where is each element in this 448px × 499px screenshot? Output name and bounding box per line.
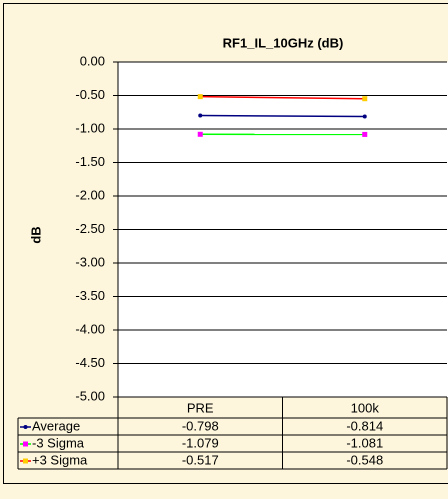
legend-label: Average [32, 418, 80, 433]
marker [23, 442, 28, 447]
y-tick-label: -3.00 [75, 254, 105, 269]
marker [363, 115, 367, 119]
legend-label: -3 Sigma [32, 435, 85, 450]
marker [198, 94, 203, 99]
legend-label: +3 Sigma [32, 452, 88, 467]
table-cell: -0.798 [182, 418, 219, 433]
marker [198, 113, 202, 117]
marker [362, 96, 367, 101]
table-cell: -0.548 [346, 452, 383, 467]
marker [198, 132, 203, 137]
y-tick-label: -2.50 [75, 221, 105, 236]
y-axis-label: dB [28, 226, 43, 243]
table-cell: -0.814 [346, 418, 383, 433]
chart-title: RF1_IL_10GHz (dB) [223, 35, 344, 50]
y-tick-label: -5.00 [75, 388, 105, 403]
y-tick-label: -1.50 [75, 154, 105, 169]
y-tick-label: -0.50 [75, 87, 105, 102]
y-tick-label: -3.50 [75, 288, 105, 303]
x-tick-label: PRE [187, 400, 214, 415]
marker [23, 459, 28, 464]
y-tick-label: 0.00 [80, 53, 105, 68]
y-tick-label: -4.00 [75, 321, 105, 336]
x-tick-label: 100k [351, 400, 380, 415]
y-tick-label: -2.00 [75, 187, 105, 202]
y-tick-label: -4.50 [75, 355, 105, 370]
y-tick-label: -1.00 [75, 120, 105, 135]
marker [24, 425, 28, 429]
table-cell: -0.517 [182, 452, 219, 467]
marker [362, 132, 367, 137]
table-cell: -1.079 [182, 435, 219, 450]
table-cell: -1.081 [346, 435, 383, 450]
